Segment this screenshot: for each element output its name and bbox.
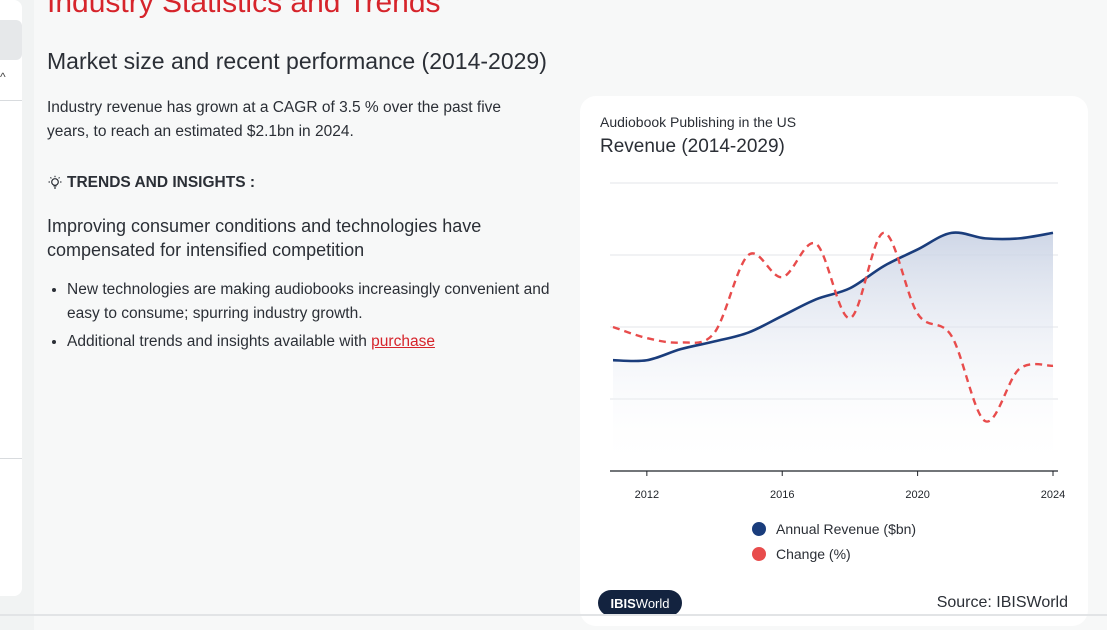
ibisworld-logo: IBIS World [598,590,682,616]
legend-label: Annual Revenue ($bn) [776,520,917,537]
chart-legend: Annual Revenue ($bn) Change (%) [752,516,916,566]
legend-item: Annual Revenue ($bn) [752,516,916,541]
legend-dot [752,521,766,536]
insight-title: Improving consumer conditions and techno… [47,216,482,260]
chart-kicker: Audiobook Publishing in the US [600,114,797,130]
trends-heading-label: TRENDS AND INSIGHTS : [67,174,256,191]
side-tab[interactable] [0,20,22,60]
brand-bold: IBIS [610,595,636,611]
purchase-link[interactable]: purchase [371,333,435,350]
list-item: Additional trends and insights available… [67,330,567,354]
revenue-chart: 2012 2016 2020 2024 [610,182,1065,501]
brand-rest: World [635,595,670,611]
lightbulb-icon [48,175,62,189]
x-tick-label: 2016 [770,489,794,501]
revenue-area [613,232,1053,471]
chart-title: Revenue (2014-2029) [600,136,785,157]
chart-source: Source: IBISWorld [936,594,1068,611]
chart-card: Audiobook Publishing in the US Revenue (… [580,96,1088,626]
x-tick-label: 2012 [635,489,659,501]
section-title: Industry Statistics and Trends [47,0,441,19]
left-rail: ^ [0,0,34,630]
insight-list: New technologies are making audiobooks i… [47,278,567,358]
divider [0,614,1107,616]
revenue-line [612,231,1054,363]
x-tick-label: 2020 [905,489,929,501]
trends-heading: TRENDS AND INSIGHTS : [47,174,255,192]
legend-item: Change (%) [752,541,916,566]
divider [0,458,22,459]
side-panel [0,0,22,596]
list-item-text: Additional trends and insights available… [67,333,372,350]
chevron-up-icon[interactable]: ^ [0,70,6,84]
divider [0,100,22,101]
change-line [612,231,1054,423]
page-subtitle: Market size and recent performance (2014… [47,48,547,74]
intro-text: Industry revenue has grown at a CAGR of … [47,99,502,140]
legend-dot [752,546,766,561]
x-tick-label: 2024 [1041,489,1065,501]
list-item: New technologies are making audiobooks i… [67,278,567,326]
legend-label: Change (%) [776,545,851,562]
